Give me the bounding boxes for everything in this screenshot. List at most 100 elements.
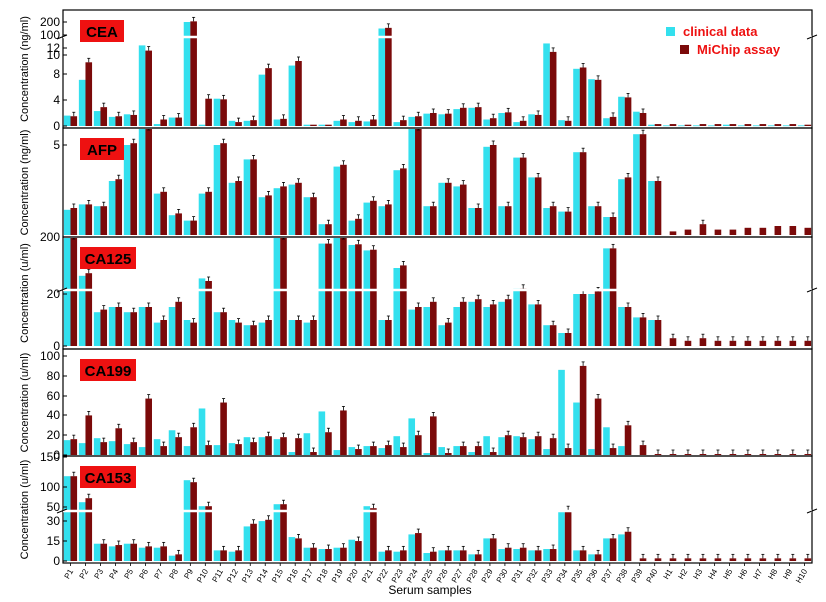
- bar-michip-31: [519, 437, 527, 455]
- x-tick-label-p37: P37: [600, 567, 615, 584]
- bar-clinical-30: [498, 437, 505, 455]
- y-tick-label: 30: [47, 514, 61, 528]
- x-tick-label-p25: P25: [420, 567, 435, 584]
- y-axis-label: Concentration (u/ml): [19, 243, 31, 343]
- bar-michip-6: [145, 398, 152, 455]
- bar-michip-36: [594, 79, 602, 126]
- bar-michip-19: [340, 410, 347, 455]
- bar-michip-32: [534, 114, 542, 126]
- bar-michip-11: [220, 143, 227, 235]
- bar-michip-18: [325, 243, 332, 346]
- bar-clinical-1: [63, 209, 71, 235]
- bar-michip-15: [280, 504, 287, 561]
- bar-michip-37: [609, 538, 617, 561]
- bar-michip-19: [340, 547, 347, 561]
- bar-michip-2: [85, 273, 93, 346]
- bar-clinical-7: [153, 547, 161, 561]
- bar-clinical-13: [243, 159, 251, 235]
- bar-clinical-33: [543, 549, 550, 561]
- bar-clinical-17: [303, 197, 311, 235]
- bar-michip-25: [430, 301, 437, 346]
- bar-clinical-9: [183, 480, 191, 561]
- x-tick-label-h5: H5: [721, 567, 734, 581]
- axis-break-mark: [56, 508, 68, 514]
- bar-clinical-20: [348, 447, 356, 455]
- x-tick-label-p8: P8: [167, 567, 180, 580]
- bar-michip-38: [624, 425, 632, 455]
- x-tick-label-p24: P24: [405, 567, 420, 584]
- bar-michip-25: [430, 416, 437, 455]
- bar-michip-13: [250, 159, 257, 235]
- bar-michip-21: [370, 446, 377, 455]
- bar-clinical-1: [63, 440, 71, 455]
- bar-michip-34: [564, 448, 572, 455]
- bar-michip-10: [205, 98, 212, 126]
- bar-michip-8: [175, 554, 182, 561]
- bar-clinical-30: [498, 301, 505, 346]
- bar-michip-4: [115, 179, 123, 235]
- bar-clinical-12: [228, 320, 236, 346]
- bar-clinical-35: [573, 550, 580, 561]
- bar-michip-42: [684, 454, 692, 455]
- bar-michip-41: [669, 338, 677, 346]
- bar-michip-21: [370, 200, 377, 235]
- x-tick-label-p1: P1: [63, 567, 76, 580]
- x-tick-label-h4: H4: [706, 567, 719, 581]
- bar-clinical-25: [423, 307, 431, 346]
- bar-clinical-3: [93, 543, 101, 561]
- x-tick-label-p10: P10: [195, 567, 210, 584]
- panel-title-badge: [80, 359, 136, 381]
- bar-clinical-5: [123, 444, 131, 455]
- bar-michip-20: [355, 120, 362, 126]
- bar-michip-30: [504, 112, 512, 126]
- y-tick-label: 100: [40, 28, 60, 42]
- bar-michip-20: [355, 244, 362, 346]
- bar-michip-15: [280, 238, 287, 346]
- bar-clinical-10: [198, 124, 206, 126]
- bar-michip-27: [459, 107, 467, 126]
- bar-michip-36: [594, 206, 602, 235]
- bar-michip-45: [729, 558, 737, 561]
- bar-michip-38: [624, 97, 632, 126]
- y-tick-label: 20: [47, 287, 61, 301]
- bar-michip-3: [100, 107, 108, 126]
- bar-michip-45: [729, 340, 737, 346]
- bar-clinical-13: [243, 325, 251, 346]
- bar-clinical-14: [258, 74, 266, 126]
- bar-michip-18: [325, 124, 332, 126]
- bar-clinical-19: [333, 547, 341, 561]
- bar-clinical-2: [78, 204, 86, 235]
- x-tick-label-p16: P16: [285, 567, 300, 584]
- bar-michip-27: [459, 550, 467, 561]
- bar-clinical-2: [78, 502, 86, 561]
- bar-clinical-34: [558, 369, 565, 455]
- bar-clinical-37: [603, 427, 610, 455]
- bar-clinical-3: [93, 438, 101, 455]
- bar-michip-31: [519, 288, 527, 346]
- panel-afp: 5 10 Concentration (ng/ml) AFP: [19, 48, 813, 238]
- x-tick-label-p11: P11: [210, 567, 225, 584]
- bar-michip-44: [714, 558, 722, 561]
- y-tick-label: 8: [53, 67, 60, 81]
- bar-michip-9: [190, 220, 197, 235]
- bar-michip-46: [744, 340, 752, 346]
- bar-clinical-4: [108, 546, 116, 561]
- bar-michip-46: [744, 558, 752, 561]
- bar-michip-14: [265, 320, 272, 346]
- bar-clinical-18: [318, 549, 326, 561]
- bar-michip-50: [804, 340, 812, 346]
- bar-clinical-31: [513, 122, 520, 126]
- y-tick-label: 0: [53, 339, 60, 353]
- bar-clinical-25: [423, 206, 431, 235]
- bar-michip-6: [145, 129, 152, 235]
- bar-clinical-11: [213, 98, 221, 126]
- bar-michip-40: [654, 558, 662, 561]
- y-tick-label: 0: [53, 448, 60, 462]
- bar-clinical-17: [303, 547, 311, 561]
- bar-michip-8: [175, 301, 182, 346]
- x-tick-label-p29: P29: [480, 567, 495, 584]
- x-tick-label-p20: P20: [345, 567, 360, 584]
- x-tick-label-p39: P39: [630, 567, 645, 584]
- x-tick-label-p34: P34: [555, 567, 570, 584]
- bar-clinical-12: [228, 443, 236, 455]
